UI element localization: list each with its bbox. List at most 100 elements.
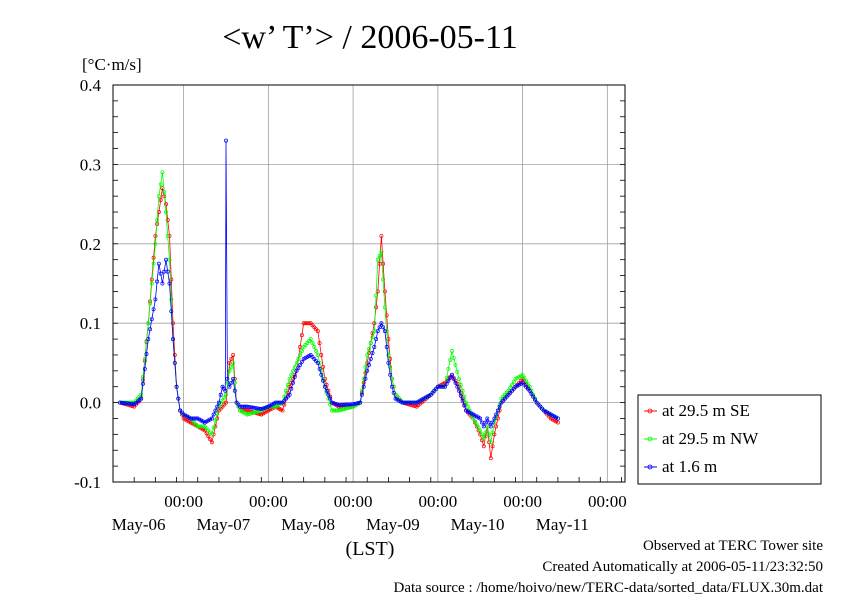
- data-point: [225, 376, 230, 381]
- data-point: [344, 406, 348, 411]
- data-point: [169, 297, 174, 302]
- data-point: [231, 360, 236, 365]
- data-point: [158, 182, 163, 187]
- data-point: [374, 337, 379, 342]
- data-point: [522, 375, 527, 380]
- data-point: [487, 432, 492, 437]
- data-point: [374, 293, 379, 298]
- data-point: [448, 357, 453, 362]
- data-point: [241, 404, 246, 409]
- y-axis-label: [°C·m/s]: [82, 55, 142, 74]
- data-point: [224, 392, 228, 397]
- data-point: [483, 430, 488, 435]
- data-point: [287, 376, 292, 381]
- data-point: [478, 416, 483, 421]
- data-point: [490, 420, 495, 425]
- data-point: [555, 416, 560, 421]
- data-point: [485, 416, 490, 421]
- data-point: [171, 321, 175, 326]
- data-point: [453, 362, 458, 367]
- data-point: [299, 359, 304, 364]
- data-point: [464, 400, 469, 405]
- data-point: [335, 408, 340, 413]
- data-point: [382, 329, 387, 334]
- x-tick-label: 00:00: [588, 492, 627, 511]
- data-point: [165, 269, 170, 274]
- data-point: [299, 333, 304, 338]
- data-point: [533, 397, 537, 402]
- data-point: [155, 218, 160, 222]
- data-point: [229, 364, 234, 369]
- data-point: [209, 440, 214, 445]
- data-point: [169, 309, 174, 314]
- data-point: [524, 378, 529, 383]
- data-point: [488, 440, 493, 445]
- data-point: [351, 402, 356, 407]
- data-point: [149, 317, 154, 322]
- data-point: [497, 404, 502, 409]
- data-point: [472, 419, 477, 424]
- data-point: [164, 257, 168, 262]
- data-point: [495, 408, 500, 413]
- data-point: [340, 407, 345, 412]
- data-point: [317, 341, 322, 346]
- data-point: [462, 403, 467, 408]
- data-point: [158, 271, 163, 276]
- data-point: [492, 416, 497, 421]
- data-point: [158, 198, 163, 203]
- data-point: [411, 400, 416, 405]
- data-point: [510, 382, 514, 387]
- y-tick-label: -0.1: [74, 473, 101, 492]
- data-point: [531, 394, 536, 399]
- data-point: [382, 289, 387, 294]
- x-tick-label: 00:00: [249, 492, 288, 511]
- data-point: [167, 281, 172, 286]
- data-point: [476, 425, 481, 430]
- data-point: [444, 381, 449, 386]
- data-point: [412, 400, 417, 405]
- data-point: [201, 424, 205, 429]
- x-date-label: May-09: [366, 515, 420, 534]
- data-point: [294, 368, 299, 373]
- data-point: [349, 405, 354, 410]
- data-point: [359, 388, 364, 393]
- data-point: [352, 401, 357, 406]
- data-point: [361, 384, 366, 389]
- data-point: [367, 347, 371, 351]
- data-point: [160, 170, 165, 175]
- data-point: [285, 382, 290, 387]
- data-point: [386, 353, 391, 357]
- data-point: [326, 392, 331, 397]
- data-point: [213, 418, 218, 423]
- data-point: [206, 434, 211, 439]
- data-point: [252, 410, 257, 415]
- data-point: [248, 411, 253, 416]
- data-point: [261, 406, 266, 411]
- data-point: [405, 400, 410, 405]
- data-point: [215, 411, 220, 416]
- data-point: [365, 353, 370, 357]
- data-point: [289, 372, 294, 377]
- data-point: [358, 400, 363, 405]
- legend-swatch-marker: [647, 464, 653, 470]
- data-point: [446, 366, 451, 371]
- data-point: [211, 412, 216, 417]
- data-point: [480, 432, 484, 437]
- legend-box: [637, 394, 822, 485]
- data-point: [262, 405, 267, 410]
- data-point: [216, 400, 221, 405]
- data-point: [280, 408, 285, 413]
- data-point: [227, 360, 232, 365]
- x-date-label: May-11: [536, 515, 589, 534]
- data-point: [298, 345, 303, 349]
- data-point: [368, 356, 373, 361]
- data-point: [310, 341, 315, 346]
- plot-frame: [112, 84, 626, 483]
- data-point: [381, 325, 386, 330]
- data-point: [437, 384, 442, 389]
- data-point: [481, 424, 486, 429]
- data-point: [488, 456, 493, 461]
- data-point: [224, 138, 228, 143]
- data-point: [494, 424, 499, 429]
